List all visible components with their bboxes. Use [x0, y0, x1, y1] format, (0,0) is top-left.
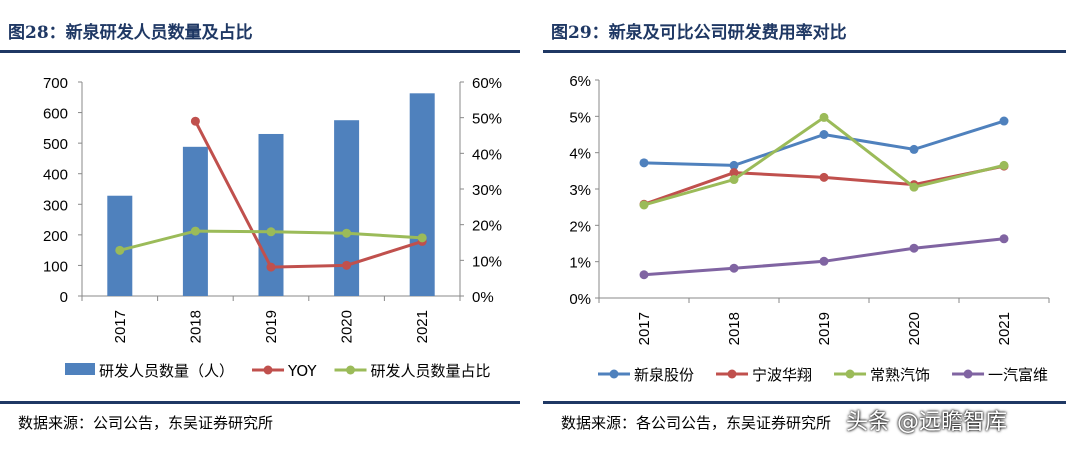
source-note-right: 数据来源：各公司公告，东吴证券研究所 — [561, 414, 832, 432]
data-point — [909, 144, 919, 154]
y-tick-label: 6% — [569, 73, 591, 90]
y-tick-label: 1% — [569, 255, 591, 272]
data-point — [342, 228, 352, 238]
series-line-0 — [643, 119, 1005, 167]
data-point — [417, 233, 427, 243]
y-tick-label-left: 600 — [43, 106, 68, 123]
data-point — [729, 160, 739, 170]
x-tick-label: 2021 — [996, 312, 1013, 345]
y-tick-label-right: 60% — [472, 75, 502, 92]
legend-marker — [263, 365, 273, 375]
x-tick-label: 2017 — [112, 310, 129, 343]
chart-right-svg: 0% 1% 2% 3% 4% 5% 6% 2017 2018 2019 2020 2021 新泉股份 宁波… — [569, 73, 1050, 384]
y-tick-label-left: 400 — [43, 167, 68, 184]
y-tick-label-left: 300 — [43, 197, 68, 214]
legend-label: 新泉股份 — [634, 366, 694, 384]
bar — [182, 146, 208, 296]
series-line-3 — [643, 237, 1005, 277]
y-tick-label-left: 500 — [43, 136, 68, 153]
title-rule-right — [543, 50, 1066, 53]
x-tick-label: 2018 — [726, 312, 743, 345]
chart-left-svg: 0 100 200 300 400 500 600 700 0% 10% 20% 30% 40% 50% 6… — [43, 75, 502, 380]
y-tick-label-right: 30% — [472, 182, 502, 199]
y-tick-label-right: 50% — [472, 111, 502, 128]
chart-title-right: 图29：新泉及可比公司研发费用率对比 — [551, 23, 847, 43]
y-tick-label: 3% — [569, 182, 591, 199]
bar — [258, 133, 284, 296]
y-tick-label: 5% — [569, 109, 591, 126]
y-tick-label-left: 200 — [43, 228, 68, 245]
data-point — [729, 263, 739, 273]
chart-panel-right: 图29：新泉及可比公司研发费用率对比 0% 1% 2% 3% 4% 5% 6% 2017 201… — [543, 0, 1066, 453]
data-point — [342, 260, 352, 270]
y-tick-label-right: 40% — [472, 146, 502, 163]
title-rule-left — [0, 50, 520, 53]
data-point — [819, 112, 829, 122]
watermark: 头条 @远瞻智库 — [846, 410, 1007, 435]
data-point — [190, 226, 200, 236]
data-point — [190, 116, 200, 126]
chart-title-left: 图28：新泉研发人员数量及占比 — [8, 23, 253, 43]
y-tick-label-right: 0% — [472, 289, 494, 306]
x-tick-label: 2019 — [816, 312, 833, 345]
x-tick-label: 2021 — [414, 310, 431, 343]
data-point — [819, 172, 829, 182]
data-point — [266, 227, 276, 237]
data-point — [819, 256, 829, 266]
y-tick-label-left: 0 — [60, 289, 68, 306]
legend-marker — [346, 365, 356, 375]
x-tick-label: 2017 — [636, 312, 653, 345]
legend-label: YOY — [287, 362, 317, 380]
y-tick-label: 4% — [569, 146, 591, 163]
legend-marker — [727, 369, 737, 379]
y-tick-label: 0% — [569, 291, 591, 308]
data-point — [266, 262, 276, 272]
bar — [409, 93, 435, 296]
legend-label: 常熟汽饰 — [870, 366, 930, 384]
y-tick-label-right: 10% — [472, 253, 502, 270]
data-point — [999, 116, 1009, 126]
x-tick-label: 2019 — [263, 310, 280, 343]
y-tick-label-left: 100 — [43, 258, 68, 275]
y-tick-label-right: 20% — [472, 218, 502, 235]
legend-swatch-bar — [65, 363, 95, 375]
data-point — [909, 243, 919, 253]
legend-label: 宁波华翔 — [752, 366, 812, 384]
source-note-left: 数据来源：公司公告，东吴证券研究所 — [18, 414, 274, 432]
data-point — [729, 168, 739, 178]
data-point — [819, 130, 829, 139]
legend-marker — [963, 369, 973, 379]
legend-marker — [609, 369, 619, 379]
source-rule-left — [0, 401, 520, 404]
legend-marker — [845, 369, 855, 379]
data-point — [999, 160, 1009, 170]
data-point — [639, 158, 649, 168]
x-tick-label: 2020 — [906, 312, 923, 345]
series-line-1 — [194, 120, 423, 269]
data-point — [999, 234, 1009, 244]
data-point — [729, 175, 739, 185]
x-tick-label: 2020 — [339, 310, 356, 343]
data-point — [639, 270, 649, 280]
data-point — [639, 200, 649, 210]
y-tick-label: 2% — [569, 218, 591, 235]
source-rule-right — [543, 401, 1066, 404]
chart-panel-left: 图28：新泉研发人员数量及占比 0 100 200 300 400 500 600 700 0%… — [0, 0, 520, 453]
y-tick-label-left: 700 — [43, 75, 68, 92]
data-point — [909, 182, 919, 192]
x-tick-label: 2018 — [187, 310, 204, 343]
legend-label: 一汽富维 — [988, 366, 1048, 384]
series-line-1 — [643, 164, 1005, 206]
data-point — [115, 245, 125, 255]
legend-label: 研发人员数量（人） — [99, 362, 234, 380]
legend-label: 研发人员数量占比 — [371, 362, 491, 380]
